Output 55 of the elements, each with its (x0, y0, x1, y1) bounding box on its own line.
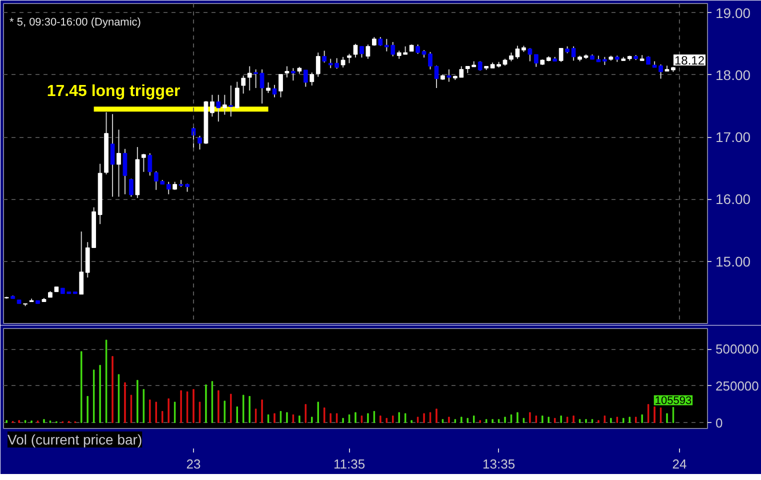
candlestick (122, 148, 128, 195)
candlestick (141, 153, 146, 172)
candlestick (247, 66, 252, 91)
candlestick (558, 48, 564, 62)
candlestick (266, 82, 270, 94)
candlestick (210, 94, 214, 118)
y-tick-label: 0 (716, 415, 723, 430)
candlestick (347, 53, 352, 64)
y-tick-label: 16.00 (716, 191, 751, 208)
candlestick (254, 68, 258, 89)
y-tick-label: 18.00 (716, 66, 751, 83)
candlestick (228, 85, 234, 118)
candlestick (316, 52, 320, 78)
y-tick-label: 17.00 (716, 129, 751, 146)
candlestick (571, 46, 576, 62)
text: * 5, 09:30-16:00 (Dynamic) (10, 16, 141, 28)
candlestick (353, 43, 358, 58)
x-tick-label: 11:35 (333, 456, 366, 472)
candlestick (234, 81, 240, 110)
candlestick (216, 94, 221, 122)
annotation: 18.12 (674, 54, 705, 68)
y-tick-label: 500000 (716, 342, 759, 357)
candlestick (416, 44, 420, 54)
candlestick (110, 114, 115, 198)
text: Vol (current price bar) (8, 432, 142, 448)
candlestick (446, 68, 452, 82)
candlestick (148, 152, 152, 176)
x-tick-label: 23 (186, 456, 201, 472)
candlestick (260, 68, 264, 104)
candlestick (322, 50, 327, 64)
candlestick (366, 44, 370, 60)
candlestick (534, 54, 538, 68)
candlestick (116, 129, 121, 198)
y-tick-label: 15.00 (716, 253, 751, 270)
series-label: 17.45 long trigger (46, 83, 180, 100)
y-tick-label: 19.00 (716, 4, 751, 21)
x-tick-label: 24 (672, 456, 687, 472)
candlestick (360, 46, 364, 58)
y-tick-label: 250000 (716, 378, 759, 394)
candlestick (284, 66, 290, 78)
candlestick (340, 56, 346, 68)
data-label: 105593 (654, 395, 692, 408)
candlestick (241, 75, 246, 94)
candlestick (129, 178, 134, 198)
candlestick (278, 74, 283, 98)
candlestick (222, 94, 227, 116)
candlestick (166, 181, 171, 195)
candlestick (310, 72, 314, 86)
candlestick (79, 231, 84, 295)
candlestick (198, 135, 202, 150)
candlestick (528, 48, 532, 62)
candlestick (272, 84, 277, 98)
candlestick (291, 68, 296, 82)
x-tick-label: 13:35 (482, 456, 516, 472)
candlestick (303, 69, 308, 88)
